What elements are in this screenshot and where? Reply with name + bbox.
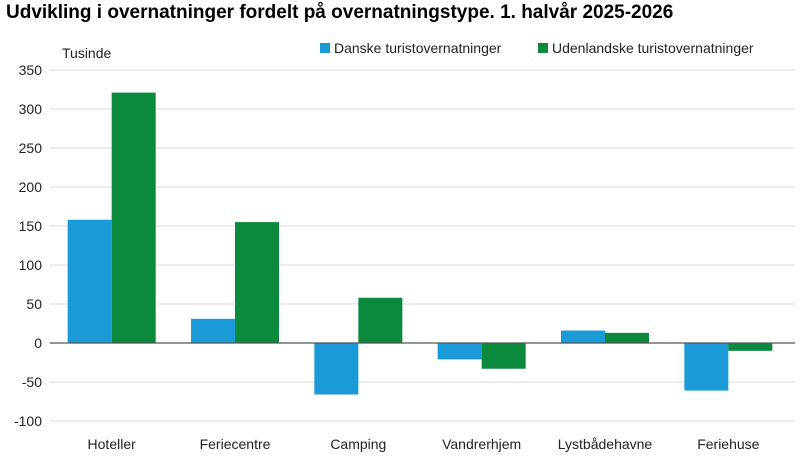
bar-udenlandske — [111, 92, 156, 344]
bars — [67, 92, 773, 395]
y-axis-label: Tusinde — [62, 45, 112, 61]
bar-udenlandske — [481, 343, 526, 369]
bar-danske — [561, 330, 605, 343]
bar-udenlandske — [358, 297, 403, 343]
bar-udenlandske — [728, 343, 773, 351]
bar-danske — [191, 318, 235, 343]
bar-danske — [67, 219, 112, 343]
gridlines — [50, 69, 795, 422]
y-tick-label: -50 — [22, 374, 42, 390]
legend-swatch-udenlandske — [538, 43, 548, 53]
y-axis-ticks: -100 -50 0 50 100 150 200 250 300 350 — [14, 62, 42, 429]
x-axis-ticks: Hoteller Feriecentre Camping Vandrerhjem Lys… — [88, 436, 760, 452]
chart-title: Udvikling i overnatninger fordelt på ove… — [6, 2, 674, 23]
bar-danske — [684, 343, 729, 391]
bar-danske — [437, 343, 482, 360]
y-tick-label: -100 — [14, 413, 42, 429]
y-tick-label: 350 — [19, 62, 43, 78]
x-tick-label: Vandrerhjem — [442, 436, 521, 452]
y-tick-label: 200 — [19, 179, 43, 195]
y-tick-label: 100 — [19, 257, 43, 273]
legend: Danske turistovernatninger Udenlandske t… — [320, 40, 754, 56]
x-tick-label: Lystbådehavne — [558, 436, 653, 452]
y-tick-label: 50 — [26, 296, 42, 312]
y-tick-label: 300 — [19, 101, 43, 117]
x-tick-label: Hoteller — [88, 436, 137, 452]
bar-udenlandske — [235, 222, 279, 343]
bar-danske — [314, 343, 359, 395]
x-tick-label: Feriehuse — [697, 436, 759, 452]
y-tick-label: 0 — [34, 335, 42, 351]
x-tick-label: Camping — [330, 436, 386, 452]
legend-label-danske: Danske turistovernatninger — [334, 40, 502, 56]
bar-udenlandske — [605, 332, 649, 343]
y-tick-label: 150 — [19, 218, 43, 234]
legend-label-udenlandske: Udenlandske turistovernatninger — [552, 40, 754, 56]
x-tick-label: Feriecentre — [200, 436, 271, 452]
y-tick-label: 250 — [19, 140, 43, 156]
legend-swatch-danske — [320, 43, 330, 53]
